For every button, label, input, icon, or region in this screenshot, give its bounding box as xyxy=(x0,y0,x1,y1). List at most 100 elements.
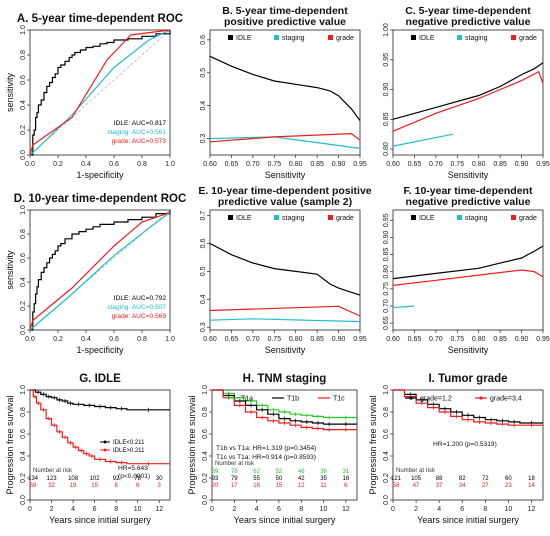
x-tick-label: 0.80 xyxy=(289,161,303,168)
x-axis-label: Sensitivity xyxy=(448,170,489,180)
series-line-grade xyxy=(30,389,170,465)
y-tick-label: 0.90 xyxy=(383,231,390,245)
y-tick-label: 0.85 xyxy=(383,112,390,126)
x-tick-label: 8 xyxy=(114,506,118,513)
x-tick-label: 0.95 xyxy=(353,336,367,343)
x-tick-label: 0.65 xyxy=(408,161,422,168)
hr-annotation: T1b vs T1a: HR=1.319 (p=0.3454) xyxy=(216,445,316,452)
x-tick-label: 0.75 xyxy=(450,336,464,343)
y-tick-label: 0.6 xyxy=(202,429,209,439)
y-tick-label: 1.00 xyxy=(383,23,390,37)
series-line-grade xyxy=(392,269,544,286)
y-tick-label: 0.4 xyxy=(20,277,27,287)
x-tick-label: 0.80 xyxy=(289,336,303,343)
risk-table-cell: 15 xyxy=(91,483,98,489)
x-tick-label: 0.2 xyxy=(53,161,63,168)
x-tick-label: 0.85 xyxy=(493,161,507,168)
y-tick-label: 0.80 xyxy=(383,265,390,279)
series-line-idle xyxy=(30,30,171,156)
risk-table-cell: 27 xyxy=(482,483,489,489)
y-tick-label: 0.65 xyxy=(383,316,390,330)
y-tick-label: 0.70 xyxy=(383,299,390,313)
auc-annotation: grade: AUC=0.573 xyxy=(112,138,167,145)
panel-title: F. 10-year time-dependent xyxy=(404,185,533,197)
plot-frame xyxy=(392,209,544,331)
series-line-grade xyxy=(29,29,171,156)
x-tick-label: 8 xyxy=(483,506,487,513)
y-axis-label: sensitivity xyxy=(5,72,15,112)
y-tick-label: 0.8 xyxy=(20,229,27,239)
series-line-staging xyxy=(29,211,171,331)
legend-swatch-staging xyxy=(274,215,279,220)
panel-i: I. Tumor grade 0 2 4 6 8 10 12 0.0 0.2 0.4 0.6 0.8 1.… xyxy=(368,373,544,525)
y-tick-label: 0.2 xyxy=(383,473,390,483)
auc-annotation: staging: AUC=0.507 xyxy=(107,304,166,311)
x-tick-label: 0.90 xyxy=(515,336,529,343)
legend-label: IDLE xyxy=(236,215,252,222)
series-line-grade xyxy=(392,70,544,132)
risk-table-title: Number at risk xyxy=(215,461,255,467)
legend-swatch-grade xyxy=(511,35,516,40)
x-tick-label: 0.0 xyxy=(25,336,35,343)
y-tick-label: 0.6 xyxy=(20,253,27,263)
risk-table-cell: 62 xyxy=(253,469,260,475)
legend-label: staging xyxy=(282,35,305,42)
risk-table-cell: 34 xyxy=(459,483,466,489)
y-tick-label: 0.80 xyxy=(383,142,390,156)
series-line-staging xyxy=(392,133,454,147)
risk-table-cell: 108 xyxy=(68,476,79,482)
x-tick-label: 0.70 xyxy=(429,336,443,343)
panel-e: E. 10-year time-dependent positivepredic… xyxy=(198,185,371,355)
x-tick-label: 4 xyxy=(255,506,259,513)
legend-label: grade xyxy=(336,215,354,222)
risk-table-cell: 50 xyxy=(276,476,283,482)
legend-swatch-grade xyxy=(511,215,516,220)
x-tick-label: 2 xyxy=(414,506,418,513)
risk-table-cell: 88 xyxy=(436,476,443,482)
plot-frame xyxy=(29,389,171,501)
series-line-idle xyxy=(209,55,361,121)
series-line-grade xyxy=(29,211,171,331)
x-tick-label: 6 xyxy=(277,506,281,513)
legend-label: T1a xyxy=(241,396,253,403)
y-tick-label: 0.0 xyxy=(383,495,390,505)
y-tick-label: 0.95 xyxy=(383,213,390,227)
legend-label: IDLE<0.211 xyxy=(113,440,145,446)
risk-table-cell: 72 xyxy=(482,476,489,482)
x-tick-label: 10 xyxy=(134,506,142,513)
legend-swatch-staging xyxy=(274,35,279,40)
risk-table-cell: 89 xyxy=(212,469,219,475)
y-tick-label: 1.0 xyxy=(202,385,209,395)
reference-diagonal xyxy=(29,29,171,156)
risk-table-cell: 134 xyxy=(28,476,39,482)
x-tick-label: 0.65 xyxy=(225,336,239,343)
plot-frame xyxy=(392,389,544,501)
panel-title: A. 5-year time-dependent ROC xyxy=(17,13,183,25)
hr-annotation: (p<0.0001) xyxy=(118,473,150,480)
x-tick-label: 8 xyxy=(299,506,303,513)
x-tick-label: 0.4 xyxy=(81,336,91,343)
legend-label: IDLE xyxy=(419,215,435,222)
risk-table-cell: 82 xyxy=(459,476,466,482)
series-line-staging xyxy=(209,318,361,323)
risk-table-cell: 37 xyxy=(436,483,443,489)
panel-title: I. Tumor grade xyxy=(428,373,507,385)
risk-table-cell: 3 xyxy=(158,483,162,489)
x-tick-label: 0.90 xyxy=(332,336,346,343)
x-tick-label: 1.0 xyxy=(165,336,175,343)
y-tick-label: 0.0 xyxy=(20,495,27,505)
x-tick-label: 0.70 xyxy=(246,161,260,168)
risk-table-cell: 8 xyxy=(114,483,118,489)
hr-annotation: HR=1.200 (p=0.5319) xyxy=(433,441,497,448)
x-tick-label: 0.4 xyxy=(81,161,91,168)
risk-table-cell: 20 xyxy=(212,483,219,489)
risk-table-cell: 11 xyxy=(320,483,327,489)
risk-table-title: Number at risk xyxy=(33,468,73,474)
x-axis-label: Sensitivity xyxy=(448,345,489,355)
y-tick-label: 0.8 xyxy=(20,50,27,60)
x-tick-label: 0.95 xyxy=(536,336,550,343)
y-tick-label: 0.2 xyxy=(20,301,27,311)
series-line-grade xyxy=(209,305,361,317)
